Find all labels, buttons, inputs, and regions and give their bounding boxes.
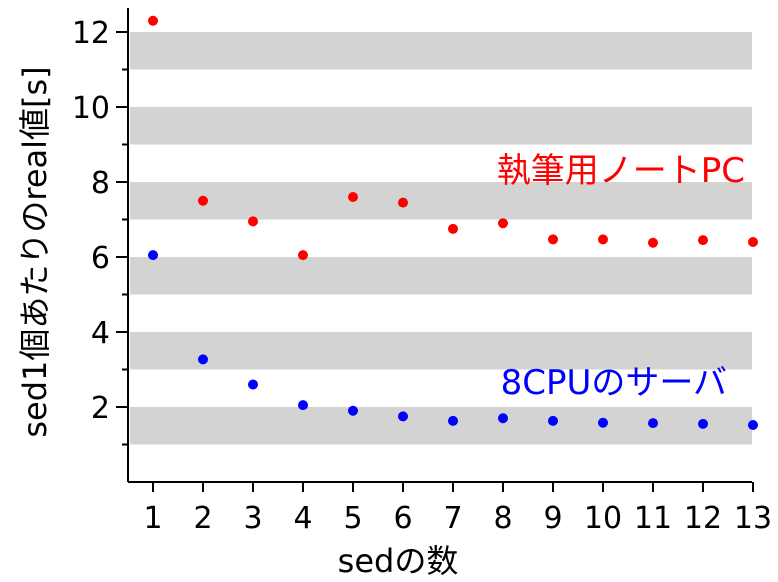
x-tick-label: 13 xyxy=(734,501,772,536)
grid-band xyxy=(130,107,752,145)
data-point-series-1 xyxy=(548,234,558,245)
grid-band xyxy=(130,407,752,445)
data-point-series-1 xyxy=(148,15,158,26)
data-point-series-1 xyxy=(348,192,358,202)
data-point-series-2 xyxy=(348,405,358,416)
x-tick-label: 3 xyxy=(243,501,262,536)
y-tick-label: 12 xyxy=(72,16,110,51)
y-tick-label: 10 xyxy=(72,91,110,126)
series-label-1: 執筆用ノートPC xyxy=(497,151,745,191)
grid-band xyxy=(130,332,752,370)
data-point-series-2 xyxy=(298,400,308,411)
data-point-series-2 xyxy=(398,411,408,422)
data-point-series-1 xyxy=(198,195,208,206)
data-point-series-2 xyxy=(248,379,258,390)
data-point-series-1 xyxy=(648,237,658,248)
data-point-series-2 xyxy=(748,420,758,430)
x-tick-label: 1 xyxy=(143,501,162,536)
y-tick-label: 4 xyxy=(91,316,110,351)
data-point-series-2 xyxy=(548,415,558,426)
y-tick-label: 6 xyxy=(91,241,110,276)
grid-band xyxy=(130,182,752,220)
data-point-series-1 xyxy=(298,250,308,261)
series-label-2: 8CPUのサーバ xyxy=(501,363,727,403)
y-tick-label: 2 xyxy=(91,391,110,426)
data-point-series-1 xyxy=(248,216,258,227)
y-axis-title: sed1個あたりのreal値[s] xyxy=(16,66,54,437)
grid-band xyxy=(130,32,752,70)
data-point-series-2 xyxy=(648,418,658,429)
data-point-series-1 xyxy=(448,223,458,234)
data-point-series-2 xyxy=(498,413,508,424)
data-point-series-1 xyxy=(698,235,708,246)
y-tick-label: 8 xyxy=(91,166,110,201)
x-tick-label: 2 xyxy=(193,501,212,536)
data-point-series-1 xyxy=(498,218,508,229)
data-point-series-1 xyxy=(398,197,408,208)
x-axis-title: sedの数 xyxy=(338,542,459,580)
x-tick-label: 7 xyxy=(443,501,462,536)
data-points xyxy=(148,15,758,430)
axes xyxy=(116,8,754,492)
x-tick-label: 8 xyxy=(493,501,512,536)
grid-bands xyxy=(130,32,752,445)
data-point-series-2 xyxy=(448,415,458,426)
data-point-series-2 xyxy=(598,417,608,428)
x-tick-label: 4 xyxy=(293,501,312,536)
data-point-series-1 xyxy=(748,237,758,247)
x-tick-label: 6 xyxy=(393,501,412,536)
data-point-series-2 xyxy=(198,354,208,365)
data-point-series-2 xyxy=(698,418,708,429)
data-point-series-1 xyxy=(598,234,608,245)
x-tick-label: 9 xyxy=(543,501,562,536)
series-labels: 執筆用ノートPC 8CPUのサーバ xyxy=(497,151,745,403)
x-tick-label: 12 xyxy=(684,501,722,536)
x-tick-label: 5 xyxy=(343,501,362,536)
x-tick-label: 11 xyxy=(634,501,672,536)
grid-band xyxy=(130,257,752,295)
data-point-series-2 xyxy=(148,250,158,261)
x-tick-label: 10 xyxy=(584,501,622,536)
